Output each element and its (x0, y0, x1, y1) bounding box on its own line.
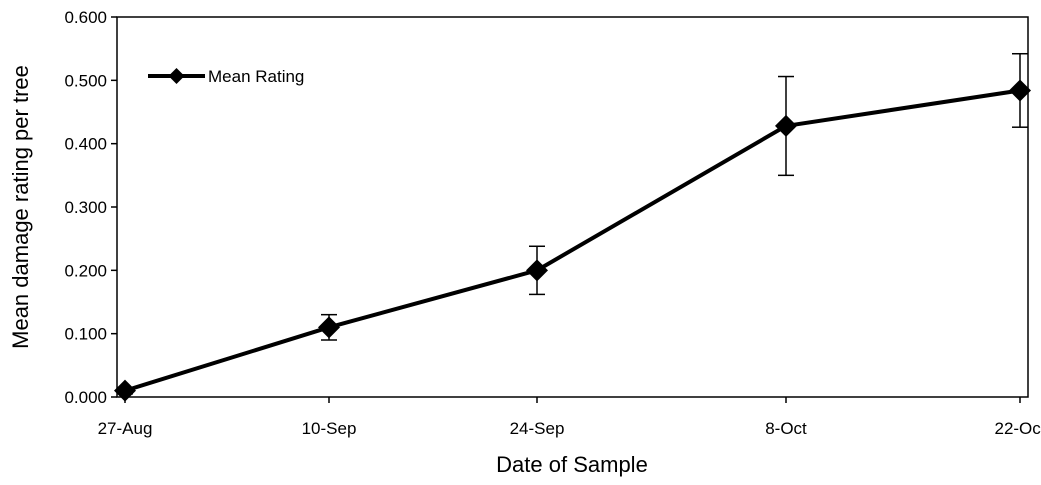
y-tick-label: 0.600 (64, 8, 107, 27)
x-tick-label: 22-Oct (994, 419, 1041, 438)
y-tick-label: 0.200 (64, 261, 107, 280)
y-tick-label: 0.500 (64, 71, 107, 90)
series-layer (114, 79, 1031, 402)
legend-label: Mean Rating (208, 67, 304, 86)
data-point (775, 114, 797, 137)
x-axis-title: Date of Sample (496, 452, 648, 477)
y-tick-label: 0.400 (64, 135, 107, 154)
plot-area (116, 16, 1029, 398)
data-point (1009, 79, 1031, 102)
y-axis-ticks: 0.000 0.100 0.200 0.300 0.400 0.500 0.600 (64, 8, 117, 407)
legend-diamond-marker (168, 68, 185, 84)
x-tick-label: 10-Sep (302, 419, 357, 438)
x-axis-ticks: 27-Aug 10-Sep 24-Sep 8-Oct 22-Oct (98, 397, 1041, 438)
y-axis-title: Mean damage rating per tree (8, 65, 33, 349)
y-tick-label: 0.300 (64, 198, 107, 217)
data-point (526, 259, 548, 282)
y-tick-label: 0.100 (64, 325, 107, 344)
y-tick-label: 0.000 (64, 388, 107, 407)
legend: Mean Rating (148, 67, 304, 86)
x-tick-label: 24-Sep (510, 419, 565, 438)
data-point (114, 379, 136, 402)
data-point (318, 316, 340, 339)
x-tick-label: 8-Oct (765, 419, 807, 438)
x-tick-label: 27-Aug (98, 419, 153, 438)
